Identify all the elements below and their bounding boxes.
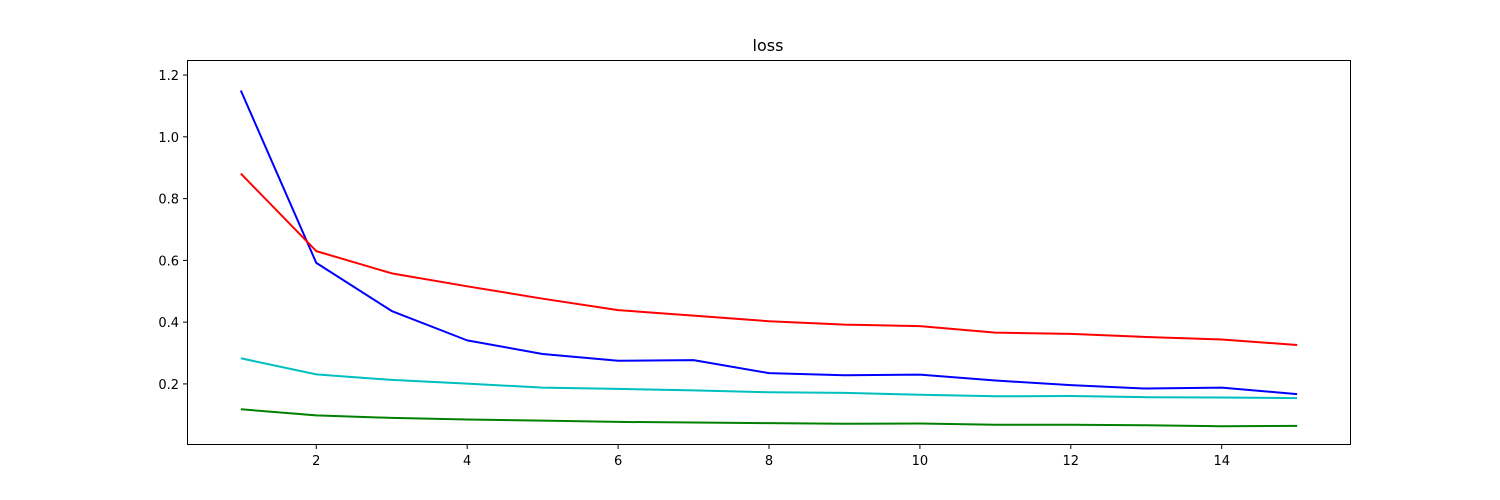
y-tick-label: 0.4 bbox=[158, 316, 179, 331]
x-tick-label: 8 bbox=[765, 454, 773, 469]
x-tick-label: 6 bbox=[614, 454, 622, 469]
x-tick-label: 10 bbox=[912, 454, 929, 469]
x-tick-label: 14 bbox=[1213, 454, 1230, 469]
x-tick-label: 4 bbox=[463, 454, 471, 469]
y-tick-label: 0.2 bbox=[158, 378, 179, 393]
series-line-4 bbox=[240, 408, 1298, 428]
y-tick-label: 0.8 bbox=[158, 193, 179, 208]
y-axis: 0.2 0.4 0.6 0.8 1.0 1.2 bbox=[158, 69, 188, 393]
x-tick-label: 12 bbox=[1063, 454, 1080, 469]
x-axis: 2 4 6 8 10 12 14 bbox=[312, 444, 1230, 469]
series-line-3 bbox=[240, 357, 1298, 400]
series-layer bbox=[239, 90, 1298, 428]
y-tick-label: 1.0 bbox=[158, 131, 179, 146]
y-tick-label: 1.2 bbox=[158, 69, 179, 84]
plot-area-frame bbox=[187, 60, 1351, 445]
y-tick-label: 0.6 bbox=[158, 254, 179, 269]
series-line-2 bbox=[240, 172, 1298, 347]
x-tick-label: 2 bbox=[312, 454, 320, 469]
series-line-1 bbox=[239, 90, 1298, 396]
chart-title: loss bbox=[753, 36, 784, 55]
